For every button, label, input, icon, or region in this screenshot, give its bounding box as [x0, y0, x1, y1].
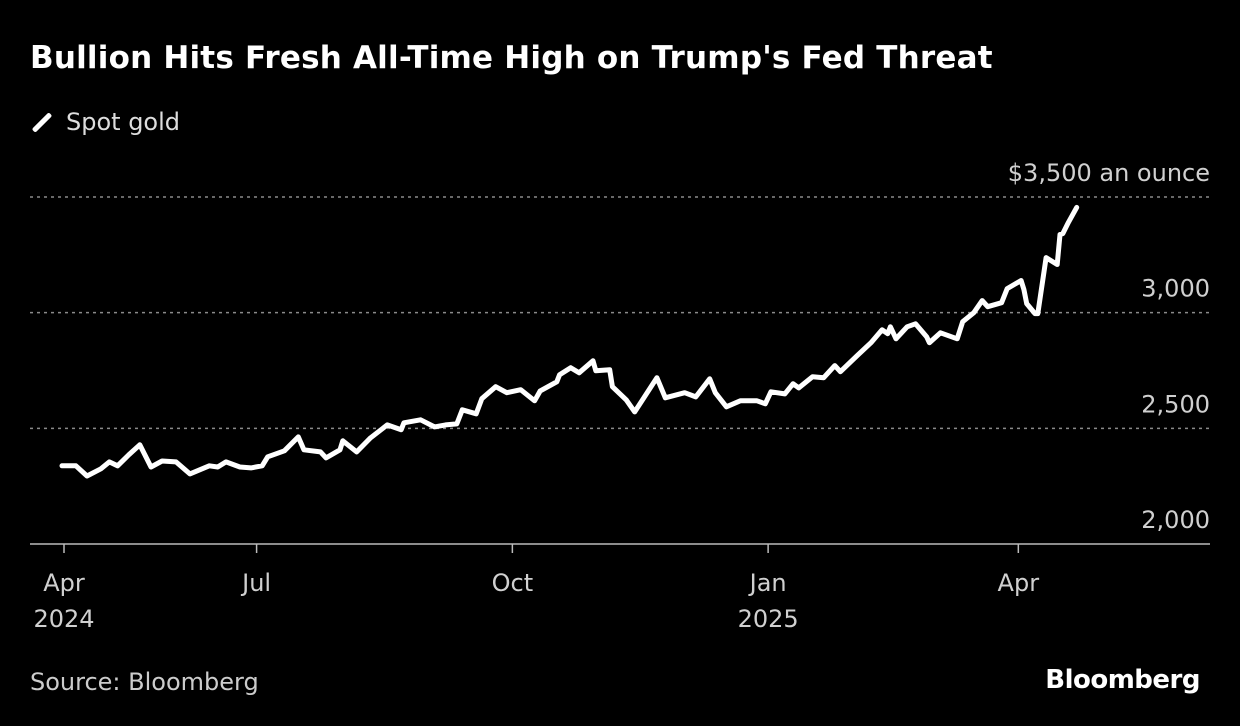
y-tick-label: 3,000 [1141, 275, 1210, 303]
y-tick-label: 2,500 [1141, 390, 1210, 418]
y-tick-label: 2,000 [1141, 506, 1210, 534]
x-tick-label: Apr [998, 569, 1040, 597]
x-tick-year-label: 2024 [33, 605, 94, 633]
x-tick-label: Apr [43, 569, 85, 597]
legend: Spot gold [30, 108, 180, 136]
x-tick-label: Jan [748, 569, 787, 597]
legend-label: Spot gold [66, 108, 181, 136]
chart-title: Bullion Hits Fresh All-Time High on Trum… [30, 40, 993, 76]
bloomberg-logo: Bloomberg [1045, 665, 1200, 695]
y-tick-label: $3,500 an ounce [1008, 159, 1210, 187]
source-note: Source: Bloomberg [30, 668, 259, 696]
x-tick-label: Oct [492, 569, 534, 597]
x-tick-year-label: 2025 [738, 605, 799, 633]
series-line-spot-gold [59, 204, 1080, 479]
x-tick-label: Jul [240, 569, 271, 597]
